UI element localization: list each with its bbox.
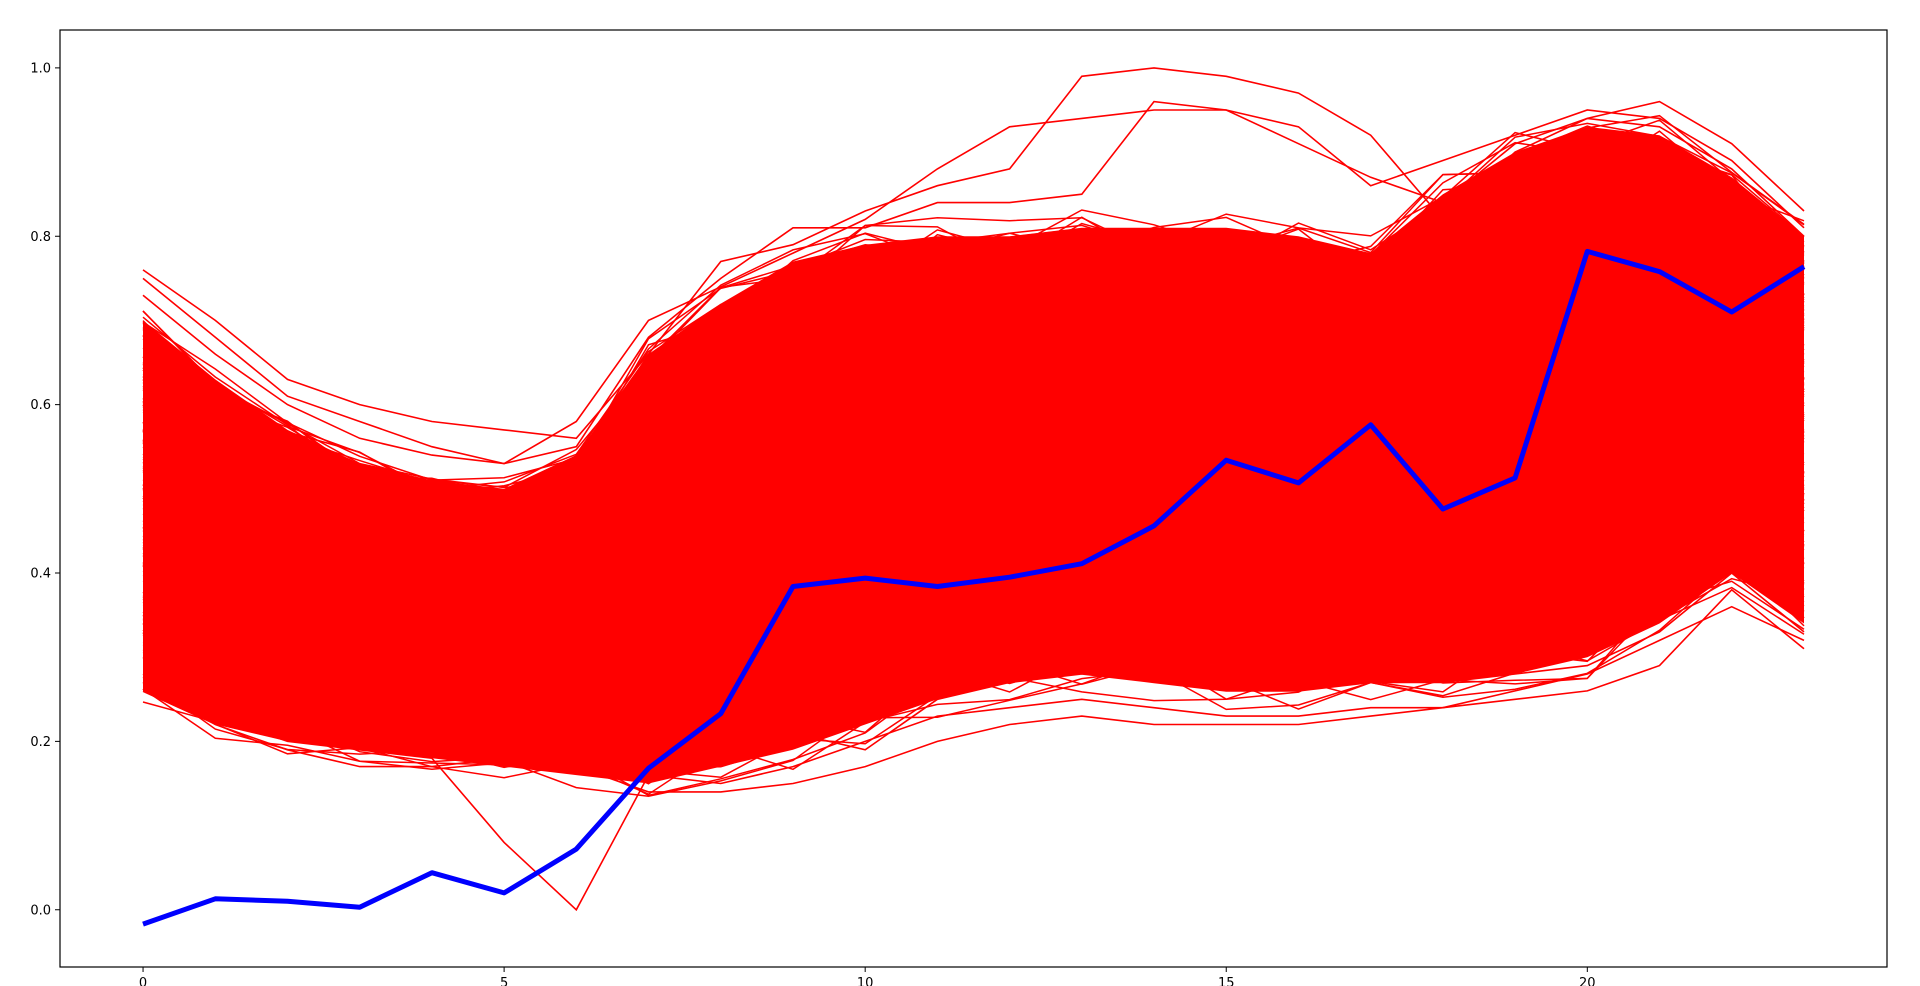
ensemble-line <box>142 313 1805 598</box>
ensemble-line <box>142 420 1805 675</box>
ensemble-line <box>142 125 1805 481</box>
x-axis: 0 5 10 15 20 <box>139 967 1596 986</box>
ensemble-line <box>142 426 1805 673</box>
ensemble-outlier-line <box>142 571 1805 912</box>
ensemble-line <box>142 449 1805 671</box>
ensemble-line <box>142 122 1805 491</box>
highlight-series-line <box>142 248 1806 927</box>
background-series-group <box>142 67 1805 912</box>
ensemble-line <box>142 324 1805 615</box>
ensemble-line <box>142 213 1805 566</box>
ensemble-line <box>142 193 1805 538</box>
ensemble-line <box>142 354 1805 628</box>
ensemble-line <box>142 467 1805 685</box>
ensemble-line <box>142 137 1805 494</box>
ensemble-line <box>142 512 1805 731</box>
y-tick-label: 0.8 <box>30 230 51 245</box>
ensemble-line <box>142 412 1805 684</box>
highlight-series-group <box>142 248 1806 927</box>
ensemble-line <box>142 361 1805 646</box>
ensemble-line <box>142 208 1805 542</box>
ensemble-line <box>142 572 1805 763</box>
ensemble-line <box>142 412 1805 657</box>
x-tick-label: 5 <box>500 976 508 986</box>
x-tick-label: 20 <box>1579 976 1596 986</box>
ensemble-line <box>142 504 1805 722</box>
ensemble-line <box>142 586 1805 796</box>
y-axis: 0.0 0.2 0.4 0.6 0.8 1.0 <box>30 61 60 918</box>
ensemble-line <box>142 262 1805 563</box>
ensemble-line <box>142 329 1805 610</box>
ensemble-outlier-line <box>142 100 1805 465</box>
ensemble-line <box>142 565 1805 778</box>
ensemble-line <box>142 453 1805 695</box>
y-tick-label: 0.6 <box>30 398 51 413</box>
ensemble-line <box>142 200 1805 540</box>
ensemble-line <box>142 183 1805 522</box>
ensemble-outlier-line <box>142 588 1805 793</box>
ensemble-line <box>142 517 1805 739</box>
ensemble-line <box>142 154 1805 497</box>
ensemble-line <box>142 368 1805 645</box>
ensemble-line <box>142 443 1805 687</box>
ensemble-line <box>142 474 1805 702</box>
x-tick-label: 0 <box>139 976 147 986</box>
y-tick-label: 0.0 <box>30 903 51 918</box>
ensemble-outlier-line <box>142 605 1805 785</box>
ensemble-line <box>142 389 1805 633</box>
ensemble-line <box>142 230 1805 556</box>
ensemble-line <box>142 243 1805 564</box>
ensemble-line <box>142 532 1805 731</box>
ensemble-outlier-line <box>142 67 1805 440</box>
x-tick-label: 15 <box>1218 976 1235 986</box>
ensemble-line <box>142 544 1805 752</box>
x-tick-label: 10 <box>857 976 874 986</box>
ensemble-line <box>142 380 1805 649</box>
ensemble-line <box>142 162 1805 521</box>
ensemble-line <box>142 156 1805 516</box>
ensemble-line <box>142 408 1805 675</box>
ensemble-line <box>142 553 1805 763</box>
ensemble-line <box>142 422 1805 676</box>
ensemble-line <box>142 201 1805 525</box>
ensemble-line <box>142 261 1805 580</box>
ensemble-line <box>142 322 1805 610</box>
ensemble-line <box>142 119 1805 499</box>
ensemble-line <box>142 229 1805 561</box>
y-tick-label: 1.0 <box>30 61 51 76</box>
ensemble-line <box>142 527 1805 727</box>
ensemble-line <box>142 309 1805 592</box>
ensemble-line <box>142 404 1805 655</box>
ensemble-line <box>142 284 1805 595</box>
ensemble-line <box>142 273 1805 580</box>
ensemble-line <box>142 399 1805 649</box>
ensemble-line <box>142 521 1805 776</box>
ensemble-line <box>142 305 1805 585</box>
plot-frame <box>59 29 1888 968</box>
ensemble-line <box>142 304 1805 588</box>
ensemble-line <box>142 525 1805 746</box>
ensemble-line <box>142 521 1805 748</box>
ensemble-line <box>142 209 1805 560</box>
ensemble-line <box>142 114 1805 500</box>
ensemble-line <box>142 580 1805 769</box>
ensemble-line <box>142 183 1805 527</box>
ensemble-line <box>142 525 1805 758</box>
ensemble-line <box>142 499 1805 712</box>
ensemble-line <box>142 440 1805 670</box>
ensemble-line <box>142 475 1805 720</box>
ensemble-line <box>142 438 1805 699</box>
ensemble-outlier-line <box>142 109 1805 465</box>
ensemble-line <box>142 512 1805 758</box>
y-tick-label: 0.2 <box>30 735 51 750</box>
ensemble-line <box>142 149 1805 515</box>
ensemble-line <box>142 411 1805 654</box>
y-tick-label: 0.4 <box>30 567 51 582</box>
